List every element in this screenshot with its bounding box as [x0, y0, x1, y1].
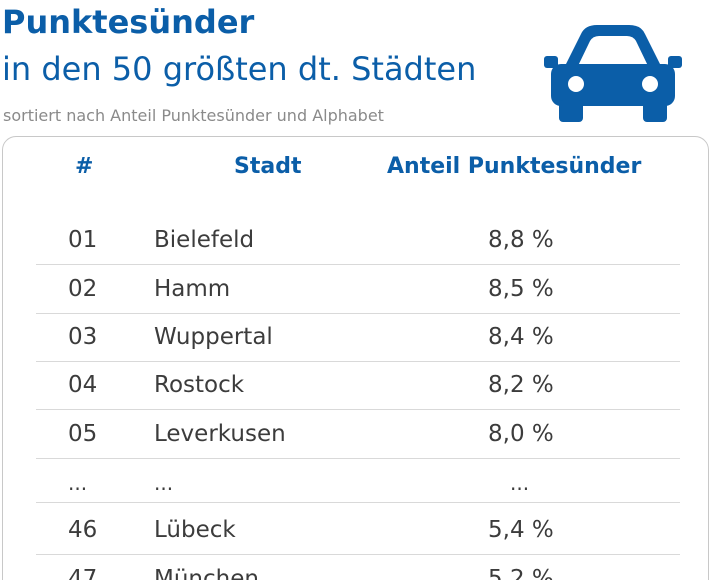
row-number: ... [68, 471, 88, 495]
row-city: München [154, 566, 259, 580]
table-row-ellipsis: ... ... ... [36, 458, 680, 503]
row-value: 5,4 % [488, 517, 554, 543]
table-row: 01 Bielefeld 8,8 % [36, 216, 680, 265]
table-row: 02 Hamm 8,5 % [36, 265, 680, 314]
table-row: 47 München 5,2 % [36, 555, 680, 580]
row-value: 8,5 % [488, 276, 554, 302]
row-city: Wuppertal [154, 324, 273, 350]
row-number: 01 [68, 227, 98, 253]
table-row: 04 Rostock 8,2 % [36, 361, 680, 410]
table-row: 46 Lübeck 5,4 % [36, 506, 680, 555]
row-value: ... [510, 471, 530, 495]
row-city: ... [154, 471, 174, 495]
row-city: Hamm [154, 276, 231, 302]
row-value: 8,4 % [488, 324, 554, 350]
row-city: Rostock [154, 372, 245, 398]
row-number: 03 [68, 324, 98, 350]
row-value: 8,2 % [488, 372, 554, 398]
row-city: Leverkusen [154, 421, 286, 447]
column-header-number: # [75, 154, 94, 179]
table-row: 03 Wuppertal 8,4 % [36, 313, 680, 362]
page-subtitle: in den 50 größten dt. Städten [2, 50, 477, 88]
row-city: Bielefeld [154, 227, 255, 253]
row-number: 02 [68, 276, 98, 302]
page-title: Punktesünder [2, 3, 255, 41]
column-header-city: Stadt [234, 154, 302, 179]
table-row: 05 Leverkusen 8,0 % [36, 410, 680, 459]
row-number: 05 [68, 421, 98, 447]
car-icon [544, 25, 682, 122]
row-value: 8,0 % [488, 421, 554, 447]
row-number: 04 [68, 372, 98, 398]
row-city: Lübeck [154, 517, 236, 543]
sort-note: sortiert nach Anteil Punktesünder und Al… [3, 106, 384, 125]
row-value: 5,2 % [488, 566, 554, 580]
row-value: 8,8 % [488, 227, 554, 253]
column-header-share: Anteil Punktesünder [387, 154, 642, 179]
row-number: 46 [68, 517, 98, 543]
row-number: 47 [68, 566, 98, 580]
table-card [2, 136, 709, 580]
